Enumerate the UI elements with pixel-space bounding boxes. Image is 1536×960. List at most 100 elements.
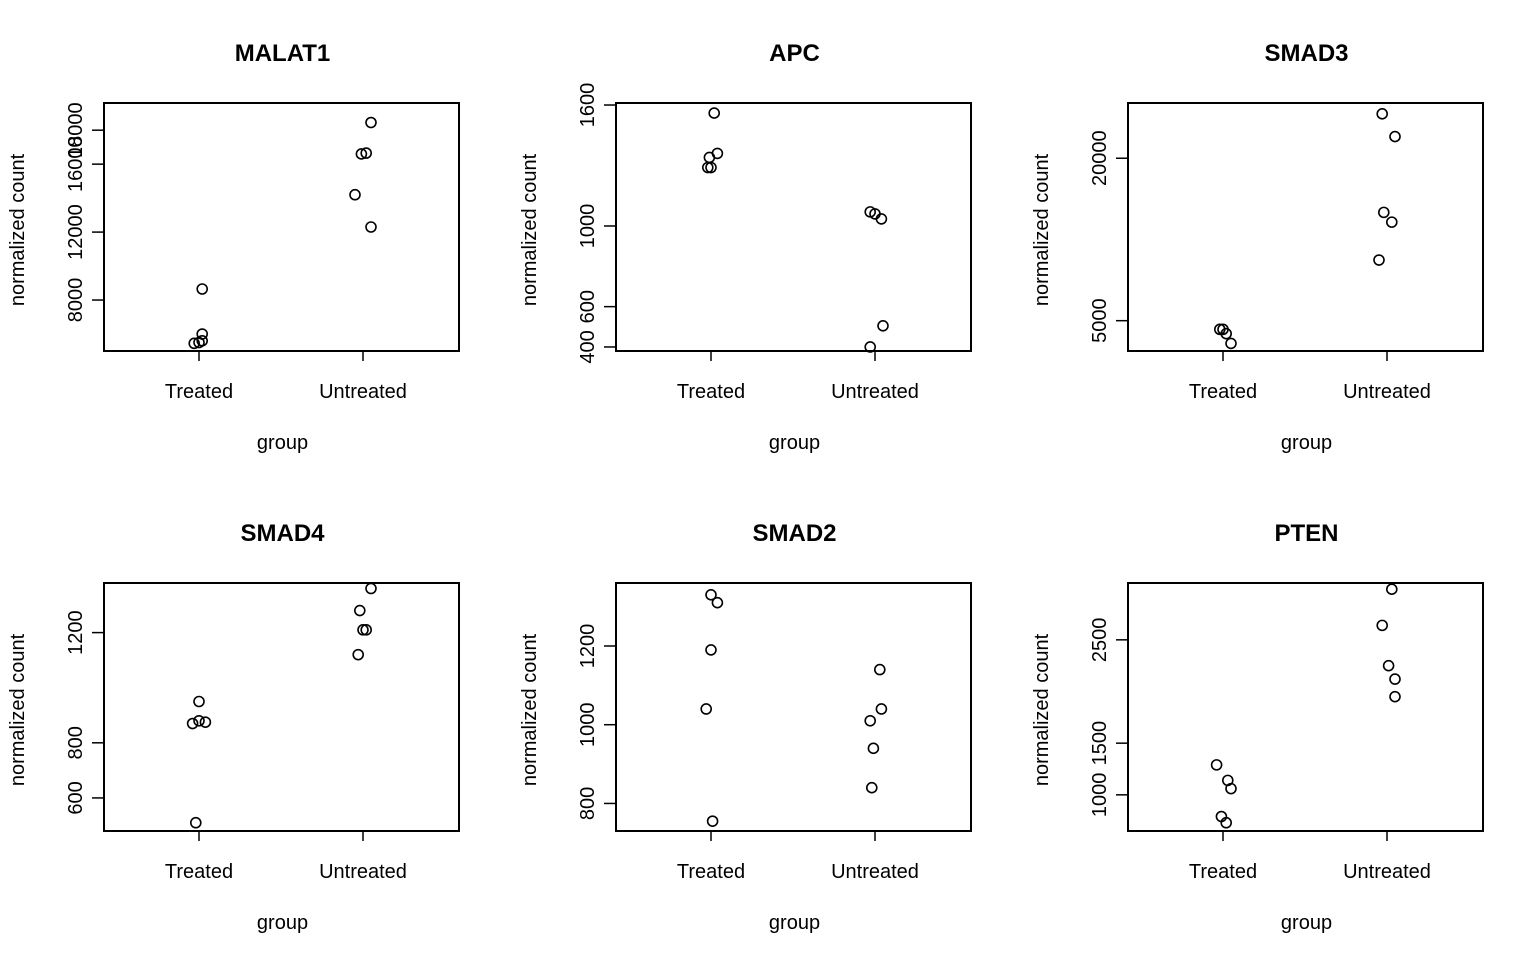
y-tick-label: 1600 [577, 83, 599, 128]
x-tick-label: Untreated [831, 861, 919, 883]
x-axis-label: group [1281, 432, 1332, 454]
y-tick-label: 1000 [1089, 773, 1111, 818]
y-tick-label: 1000 [577, 702, 599, 747]
data-point [365, 221, 377, 233]
x-tick-label: Treated [677, 381, 745, 403]
data-point [1386, 583, 1398, 596]
y-tick-label: 18000 [65, 102, 87, 158]
data-point [1376, 619, 1388, 632]
data-point [196, 283, 208, 295]
y-tick-label: 2500 [1089, 618, 1111, 663]
data-point [1220, 816, 1232, 829]
data-point [1389, 130, 1401, 143]
y-tick-label: 12000 [65, 204, 87, 260]
y-tick-label: 800 [65, 726, 87, 759]
data-point [360, 147, 373, 159]
data-point [1373, 254, 1385, 266]
data-point [1382, 659, 1395, 672]
x-tick-label: Treated [165, 381, 233, 403]
data-point [705, 644, 717, 656]
x-axis-label: group [769, 912, 820, 934]
panel-title: PTEN [1274, 520, 1338, 547]
data-point [360, 624, 373, 636]
y-tick-label: 800 [577, 787, 599, 820]
data-point [349, 188, 361, 201]
y-tick-label: 1200 [577, 624, 599, 669]
panel-title: SMAD2 [752, 520, 836, 547]
panel-smad4: SMAD4 600 800 1200 Treated Untreated group norm… [7, 520, 460, 934]
data-point [875, 703, 888, 715]
data-point [355, 148, 368, 160]
data-point [706, 815, 719, 827]
data-point [199, 716, 212, 728]
data-point [353, 604, 366, 617]
y-axis-label: normalized count [519, 633, 541, 786]
panel-smad2: SMAD2 800 1000 1200 Treated Untreated group nor… [519, 520, 972, 934]
data-point [1225, 782, 1237, 795]
data-point [1225, 337, 1237, 350]
y-tick-label: 20000 [1089, 130, 1111, 186]
panel-title: SMAD3 [1264, 40, 1348, 67]
data-point [1386, 216, 1398, 228]
data-point [867, 742, 880, 755]
data-point [875, 213, 888, 225]
y-tick-label: 8000 [65, 278, 87, 323]
data-point [877, 319, 889, 332]
data-point [705, 589, 717, 601]
panel-title: APC [769, 40, 820, 67]
data-point [864, 341, 877, 353]
data-point [1376, 108, 1388, 120]
y-axis-label: normalized count [519, 153, 541, 306]
data-point [711, 596, 724, 609]
x-tick-label: Untreated [1343, 381, 1431, 403]
y-tick-label: 1200 [65, 610, 87, 655]
data-point [700, 703, 713, 715]
data-point [1378, 206, 1390, 219]
panel-title: MALAT1 [235, 40, 331, 67]
data-point [365, 116, 377, 129]
y-axis-label: normalized count [1031, 633, 1053, 786]
x-axis-label: group [257, 432, 308, 454]
x-axis-label: group [1281, 912, 1332, 934]
data-point [865, 781, 878, 794]
y-tick-label: 600 [577, 290, 599, 323]
y-tick-label: 16000 [65, 136, 87, 192]
y-tick-label: 1500 [1089, 721, 1111, 766]
data-point [1389, 690, 1401, 703]
panel-apc: APC 400 600 1000 1600 Treated Untreated group no… [519, 40, 972, 454]
x-tick-label: Treated [1189, 861, 1257, 883]
x-tick-label: Untreated [831, 381, 919, 403]
data-point [708, 107, 721, 119]
data-point [196, 328, 208, 340]
x-tick-label: Untreated [1343, 861, 1431, 883]
panel-smad3: SMAD3 5000 20000 Treated Untreated group norma… [1031, 40, 1484, 454]
data-point [186, 717, 199, 730]
data-point [1389, 673, 1401, 685]
x-axis-label: group [769, 432, 820, 454]
y-axis-label: normalized count [1031, 153, 1053, 306]
x-tick-label: Treated [1189, 381, 1257, 403]
data-point [352, 648, 365, 661]
data-point [711, 147, 724, 160]
panel-title: SMAD4 [240, 520, 325, 547]
data-point [864, 714, 877, 727]
data-point [873, 663, 886, 676]
data-point [193, 695, 205, 708]
data-point [193, 714, 205, 727]
data-point [188, 337, 200, 350]
x-tick-label: Treated [677, 861, 745, 883]
y-tick-label: 600 [65, 781, 87, 814]
data-point [1220, 327, 1232, 340]
y-axis-label: normalized count [7, 153, 29, 306]
data-point [365, 582, 377, 595]
data-point [196, 335, 208, 347]
data-point [1210, 759, 1223, 771]
y-tick-label: 1000 [577, 204, 599, 249]
y-tick-label: 400 [577, 330, 599, 363]
data-point [357, 624, 369, 636]
x-tick-label: Treated [165, 861, 233, 883]
x-tick-label: Untreated [319, 861, 407, 883]
panel-pten: PTEN 1000 1500 2500 Treated Untreated group nor… [1031, 520, 1484, 934]
